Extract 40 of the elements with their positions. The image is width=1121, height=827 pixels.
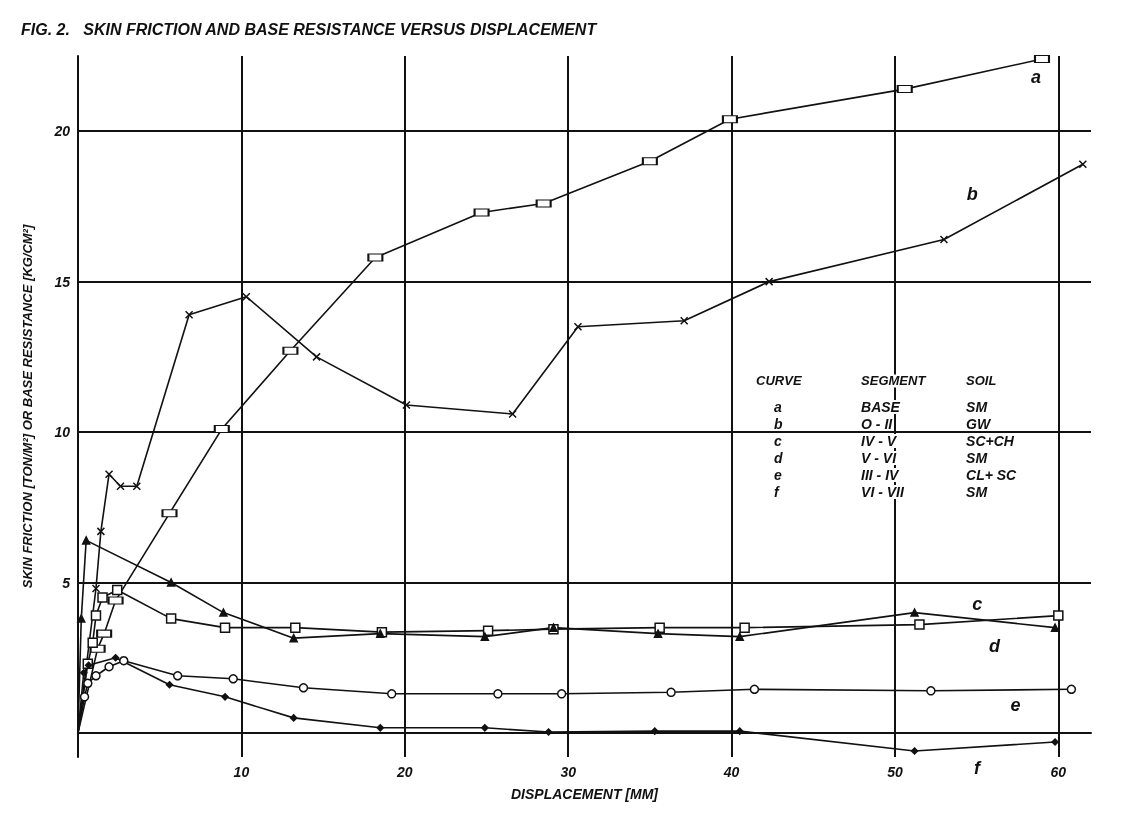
x-tick-label: 60 [1050,764,1067,780]
annotation: SM [966,449,988,466]
chart-title: FIG. 2. SKIN FRICTION AND BASE RESISTANCE VERSUS DISPLACEMENT [21,20,598,38]
annotation: O - II [861,415,894,432]
annotation: VI - VII [861,483,905,500]
series-label: e [1010,695,1021,716]
annotation: e [774,466,783,483]
series-label: f [974,757,983,778]
y-axis-title: SKIN FRICTION [TON/M²] OR BASE RESISTANCE [KG/CM²] [20,224,35,589]
annotation: III - IV [861,466,901,483]
x-axis-title: DISPLACEMENT [MM] [511,786,660,802]
annotation: b [774,415,784,432]
annotation: CURVE [756,373,802,389]
annotation: c [774,432,783,449]
y-tick-label: 15 [54,273,71,290]
annotation: f [774,483,781,500]
series-label: c [972,593,983,614]
annotation: a [774,398,783,415]
annotation: SC+CH [966,432,1015,449]
series-label: b [966,184,978,205]
y-tick-label: 10 [54,424,71,441]
annotation: GW [966,415,992,432]
series-label: d [989,635,1002,656]
x-tick-label: 40 [722,764,740,780]
annotation: BASE [861,398,901,415]
y-tick-label: 20 [53,123,71,140]
series-label: a [1030,67,1041,88]
x-tick-label: 20 [395,764,413,780]
x-tick-label: 10 [233,764,250,780]
x-tick-label: 30 [560,764,577,780]
annotation: CL+ SC [966,466,1018,483]
annotation: SM [966,483,988,500]
annotation: d [774,449,784,466]
annotation: SEGMENT [861,373,927,389]
x-tick-label: 50 [887,764,903,780]
annotation: SOIL [966,373,997,389]
annotation: SM [966,398,988,415]
annotation: IV - V [861,432,898,449]
y-tick-label: 5 [62,574,71,591]
annotation: V - VI [861,449,898,466]
